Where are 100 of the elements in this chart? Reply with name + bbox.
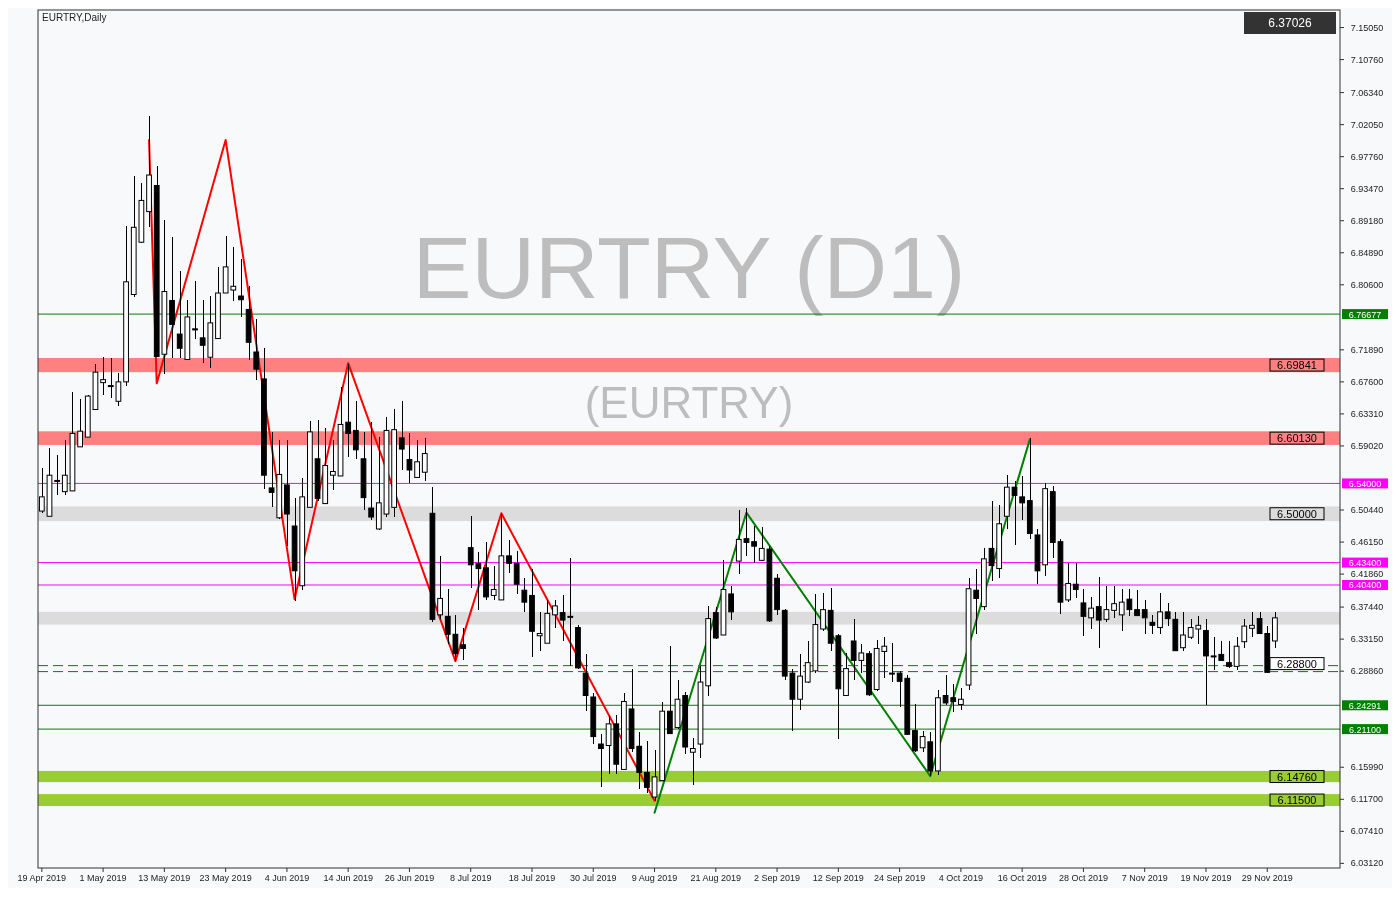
ref-line-label: 6.40400 (1348, 580, 1382, 591)
candlestick (889, 642, 895, 683)
ref-line-label: 6.43400 (1348, 558, 1382, 569)
y-tick-label: 6.03120 (1350, 858, 1384, 869)
candlestick (506, 539, 512, 574)
candlestick (1272, 611, 1278, 650)
band-label: 6.14760 (1277, 770, 1317, 783)
candlestick (1164, 602, 1171, 627)
x-tick-label: 23 May 2019 (199, 873, 252, 883)
candlestick (1241, 617, 1248, 650)
annotation: 6.37026 (1268, 16, 1313, 30)
x-tick-label: 8 Jul 2019 (449, 873, 492, 883)
candlestick (169, 236, 175, 359)
y-tick-label: 7.06340 (1350, 87, 1384, 98)
candlestick (1019, 475, 1026, 521)
candlestick (77, 398, 83, 448)
y-tick-label: 6.63310 (1350, 408, 1384, 419)
candlestick (644, 740, 650, 794)
y-tick-label: 6.15990 (1350, 762, 1384, 773)
x-tick-label: 30 Jul 2019 (569, 873, 617, 883)
x-tick-label: 4 Oct 2019 (938, 873, 983, 883)
chart-title: EURTRY,Daily (42, 12, 107, 23)
candlestick (1088, 596, 1094, 630)
y-tick-label: 6.11700 (1351, 794, 1383, 805)
candlestick (751, 525, 757, 565)
candlestick (406, 432, 413, 484)
band-label: 6.50000 (1277, 507, 1317, 520)
candlestick (1111, 585, 1117, 619)
x-tick-label: 18 Jul 2019 (508, 873, 556, 883)
candlestick (912, 703, 918, 753)
y-tick-label: 6.97760 (1350, 151, 1384, 162)
candlestick (1141, 599, 1148, 635)
candlestick (437, 555, 443, 621)
candlestick (598, 733, 604, 789)
candlestick (1226, 640, 1232, 669)
candlestick (1080, 588, 1087, 637)
y-tick-label: 7.15050 (1350, 22, 1384, 33)
x-tick-label: 12 Sep 2019 (812, 873, 864, 883)
ref-line-label: 6.24291 (1348, 700, 1382, 711)
ref-line-label: 6.28800 (1277, 657, 1317, 670)
candlestick (238, 258, 244, 318)
x-tick-label: 2 Sep 2019 (754, 873, 801, 883)
candlestick (1233, 636, 1240, 671)
x-tick-label: 16 Oct 2019 (997, 873, 1047, 883)
candlestick (958, 687, 964, 712)
x-tick-label: 4 Jun 2019 (264, 873, 310, 883)
x-tick-label: 9 Aug 2019 (631, 873, 678, 883)
annotation: EURTRY (D1) (412, 218, 966, 318)
candlestick (398, 400, 405, 471)
y-tick-label: 6.59020 (1350, 440, 1384, 451)
candlestick (414, 439, 420, 479)
candlestick (1065, 562, 1071, 603)
band-label: 6.69841 (1277, 359, 1317, 372)
y-tick-label: 6.50440 (1350, 505, 1384, 516)
candlestick (100, 356, 106, 396)
x-tick-label: 7 Nov 2019 (1121, 873, 1168, 883)
band-label: 6.11500 (1277, 794, 1317, 807)
band-label: 6.60130 (1277, 432, 1317, 445)
candlestick (421, 437, 428, 482)
y-tick-label: 6.89180 (1350, 215, 1384, 226)
x-tick-label: 29 Nov 2019 (1241, 873, 1293, 883)
y-tick-label: 6.37440 (1350, 602, 1384, 613)
x-tick-label: 24 Sep 2019 (874, 873, 926, 883)
candlestick (552, 599, 558, 629)
candlestick (582, 652, 589, 712)
candlestick (1072, 562, 1079, 600)
price-tag: 6.37026 (1244, 12, 1336, 34)
candlestick (460, 626, 466, 662)
candlestick (728, 585, 734, 621)
candlestick (1134, 589, 1140, 618)
annotation: (EURTRY) (584, 377, 794, 427)
candlestick (521, 577, 528, 613)
ref-line-label: 6.54000 (1348, 478, 1382, 489)
x-tick-label: 28 Oct 2019 (1058, 873, 1108, 883)
y-tick-label: 7.02050 (1350, 119, 1384, 130)
candlestick (368, 421, 375, 521)
x-tick-label: 21 Aug 2019 (690, 873, 742, 883)
y-tick-label: 7.10760 (1350, 54, 1384, 65)
candlestick (192, 280, 198, 340)
y-tick-label: 6.93470 (1350, 183, 1384, 194)
x-tick-label: 26 Jun 2019 (384, 873, 435, 883)
x-tick-label: 13 May 2019 (138, 873, 191, 883)
y-tick-label: 6.46150 (1350, 537, 1384, 548)
candlestick (352, 400, 359, 460)
candlestick (513, 550, 520, 595)
x-tick-label: 1 May 2019 (79, 873, 127, 883)
y-tick-label: 6.07410 (1350, 826, 1384, 837)
candlestick (689, 737, 696, 786)
y-tick-label: 6.33150 (1350, 634, 1384, 645)
candlestick (253, 318, 260, 382)
y-tick-label: 6.80600 (1350, 279, 1384, 290)
candlestick (1157, 592, 1163, 635)
x-tick-label: 14 Jun 2019 (323, 873, 373, 883)
y-tick-label: 6.28860 (1350, 666, 1384, 677)
y-tick-label: 6.67600 (1350, 376, 1384, 387)
candlestick (1249, 611, 1255, 638)
candlestick (1149, 614, 1156, 635)
y-tick-label: 6.71890 (1350, 344, 1384, 355)
candlestick (1180, 611, 1186, 652)
candlestick (797, 652, 803, 712)
